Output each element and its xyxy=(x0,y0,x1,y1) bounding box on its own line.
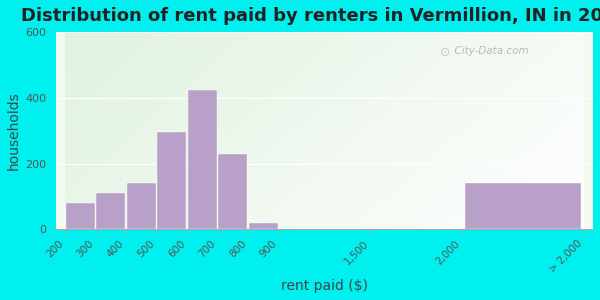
Title: Distribution of rent paid by renters in Vermillion, IN in 2021: Distribution of rent paid by renters in … xyxy=(21,7,600,25)
Bar xyxy=(66,203,95,230)
X-axis label: rent paid ($): rent paid ($) xyxy=(281,279,368,293)
Bar xyxy=(188,90,217,230)
Bar xyxy=(97,193,125,230)
Text: City-Data.com: City-Data.com xyxy=(448,46,529,56)
Bar xyxy=(157,132,187,230)
Bar xyxy=(249,223,278,230)
Bar xyxy=(218,154,247,230)
Bar xyxy=(281,229,368,230)
Bar xyxy=(127,183,156,230)
Bar xyxy=(465,183,581,230)
Text: ⊙: ⊙ xyxy=(440,46,451,59)
Y-axis label: households: households xyxy=(7,92,21,170)
